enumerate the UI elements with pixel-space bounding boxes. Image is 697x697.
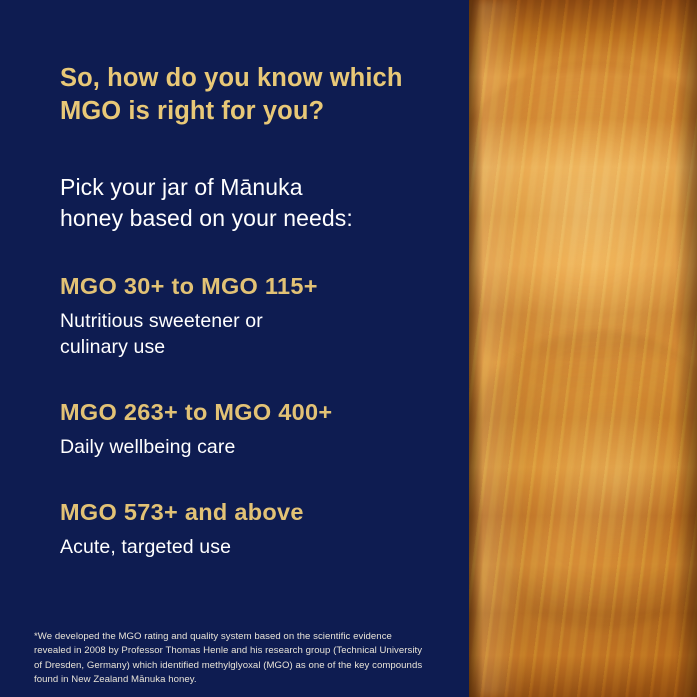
honey-shadow-right (675, 0, 697, 697)
text-panel: So, how do you know which MGO is right f… (34, 62, 450, 686)
honey-shadow-left (469, 0, 483, 697)
honey-streak-layer (469, 0, 697, 697)
honey-base-layer (469, 0, 697, 697)
panel-content: So, how do you know which MGO is right f… (60, 62, 450, 560)
tier-item: MGO 263+ to MGO 400+ Daily wellbeing car… (60, 399, 450, 461)
honey-swirl-upper (469, 60, 697, 390)
tier-description: Daily wellbeing care (60, 435, 236, 458)
tier-title: MGO 573+ and above (60, 498, 304, 525)
subheading: Pick your jar of Mānuka honey based on y… (60, 174, 353, 231)
tier-title: MGO 30+ to MGO 115+ (60, 273, 318, 300)
honey-swirl-lower (469, 330, 697, 630)
tier-item: MGO 30+ to MGO 115+ Nutritious sweetener… (60, 273, 450, 360)
page-title: So, how do you know which MGO is right f… (60, 64, 403, 126)
honey-highlight (477, 0, 523, 697)
tier-item: MGO 573+ and above Acute, targeted use (60, 499, 450, 561)
footnote-text: *We developed the MGO rating and quality… (34, 631, 423, 686)
tier-title: MGO 263+ to MGO 400+ (60, 398, 333, 425)
tier-description: Acute, targeted use (60, 535, 232, 558)
honey-texture-image (469, 0, 697, 697)
tier-description: Nutritious sweetener or culinary use (60, 310, 263, 359)
